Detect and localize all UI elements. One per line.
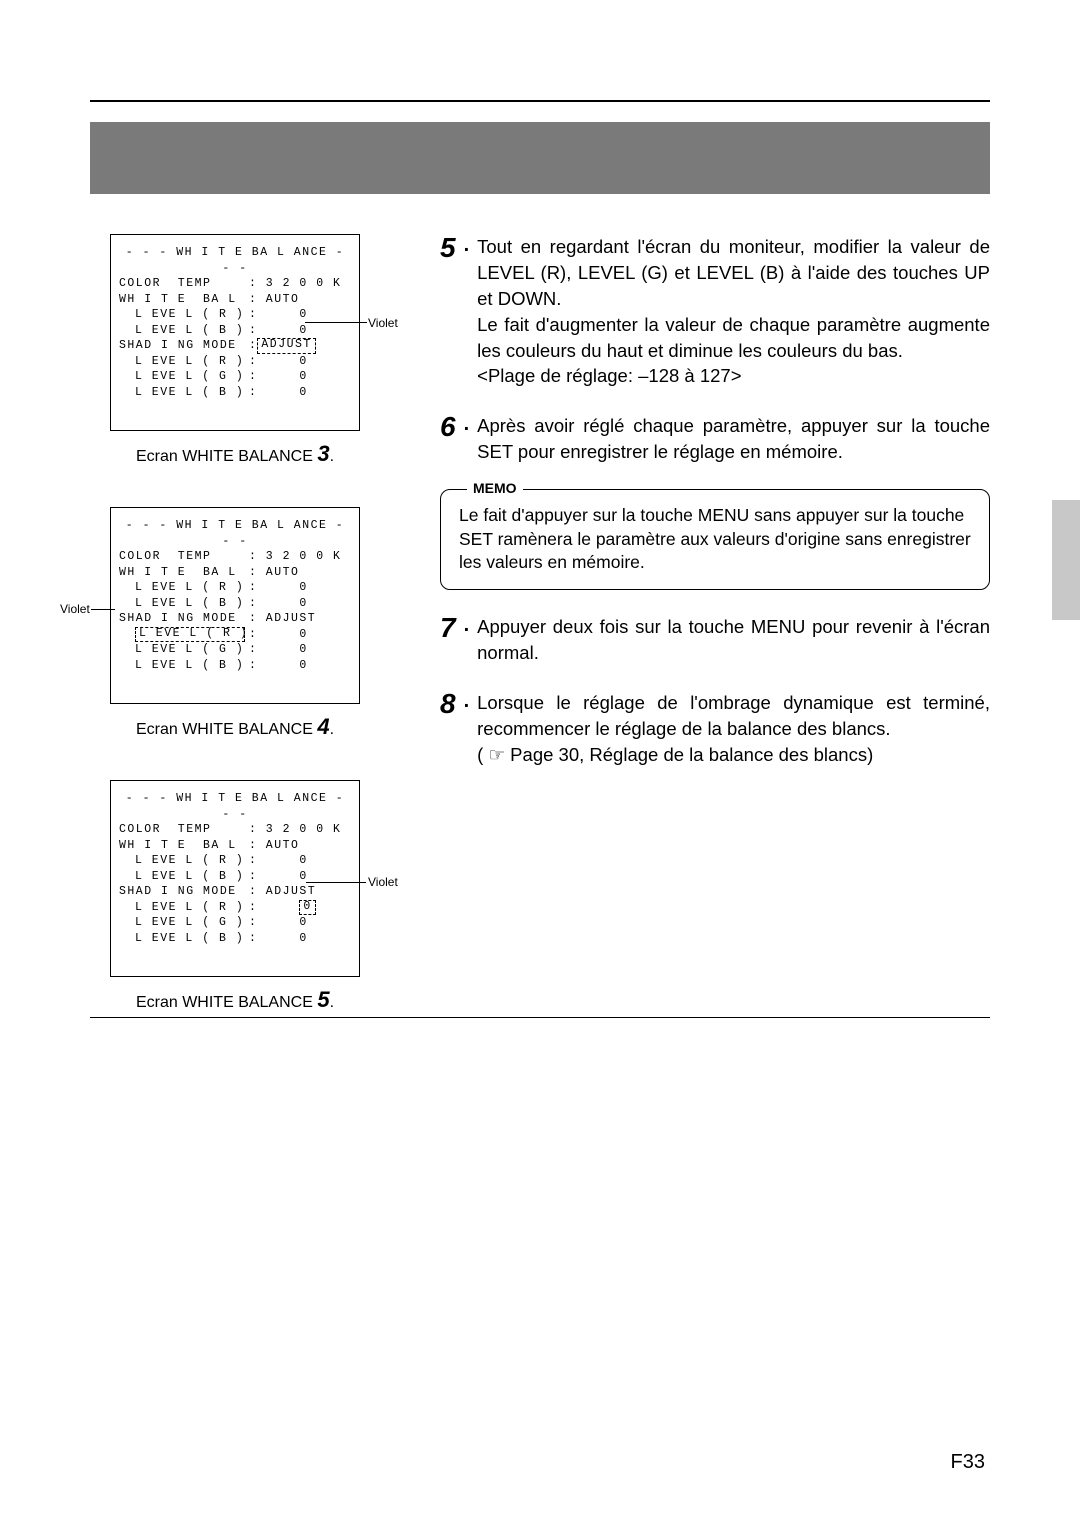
step-number: 6 — [440, 413, 456, 465]
page-number: F33 — [951, 1451, 985, 1474]
screen-title: - - - WH I T E BA L ANCE - - - — [119, 518, 351, 549]
step-text: Lorsque le réglage de l'ombrage dynamiqu… — [477, 690, 990, 768]
step-5: 5. Tout en regardant l'écran du moniteur… — [440, 234, 990, 389]
screen-caption-4: Ecran WHITE BALANCE 4. — [110, 714, 360, 740]
violet-connector-line — [305, 322, 367, 323]
memo-body: Le fait d'appuyer sur la touche MENU san… — [459, 504, 971, 575]
screen-title: - - - WH I T E BA L ANCE - - - — [119, 791, 351, 822]
top-rule — [90, 100, 990, 102]
memo-title: MEMO — [467, 480, 523, 496]
reference-icon: ☞ — [488, 744, 505, 765]
header-bar — [90, 122, 990, 194]
right-column: 5. Tout en regardant l'écran du moniteur… — [440, 234, 990, 1053]
left-column: - - - WH I T E BA L ANCE - - - COLOR TEM… — [90, 234, 410, 1053]
violet-label: Violet — [60, 602, 90, 616]
step-number: 5 — [440, 234, 456, 389]
memo-box: MEMO Le fait d'appuyer sur la touche MEN… — [440, 489, 990, 590]
step-7: 7. Appuyer deux fois sur la touche MENU … — [440, 614, 990, 666]
violet-connector-line — [306, 882, 366, 883]
step-text: Après avoir réglé chaque paramètre, appu… — [477, 413, 990, 465]
violet-connector-line — [91, 609, 115, 610]
screen-caption-3: Ecran WHITE BALANCE 3. — [110, 441, 360, 467]
step-text: Appuyer deux fois sur la touche MENU pou… — [477, 614, 990, 666]
screen-box-4: - - - WH I T E BA L ANCE - - - COLOR TEM… — [110, 507, 360, 704]
bottom-rule — [90, 1017, 990, 1018]
violet-label: Violet — [368, 316, 398, 330]
screen-box-5: - - - WH I T E BA L ANCE - - - COLOR TEM… — [110, 780, 360, 977]
step-8: 8. Lorsque le réglage de l'ombrage dynam… — [440, 690, 990, 768]
screen-caption-5: Ecran WHITE BALANCE 5. — [110, 987, 360, 1013]
screen-title: - - - WH I T E BA L ANCE - - - — [119, 245, 351, 276]
violet-label: Violet — [368, 875, 398, 889]
step-number: 8 — [440, 690, 456, 768]
step-6: 6. Après avoir réglé chaque paramètre, a… — [440, 413, 990, 465]
screen-box-3: - - - WH I T E BA L ANCE - - - COLOR TEM… — [110, 234, 360, 431]
step-text: Tout en regardant l'écran du moniteur, m… — [477, 234, 990, 389]
step-number: 7 — [440, 614, 456, 666]
